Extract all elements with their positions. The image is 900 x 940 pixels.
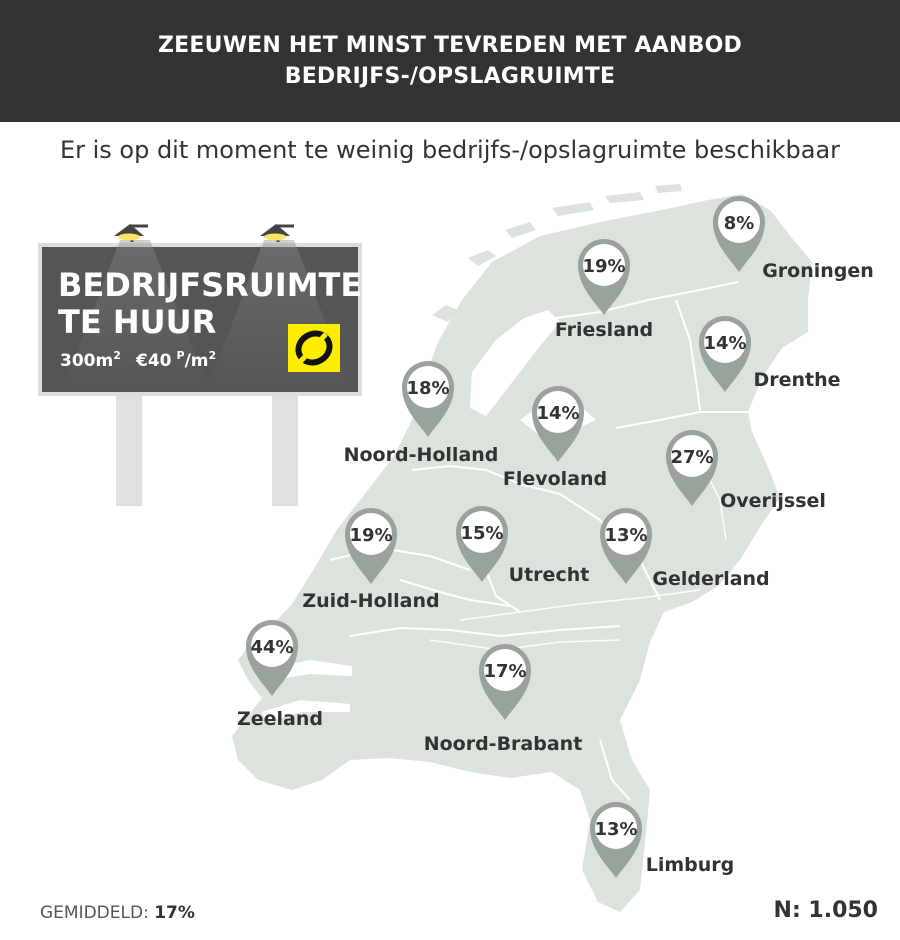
marker-noord-holland: 18% Noord-Holland [344, 360, 499, 466]
marker-zeeland: 44% Zeeland [237, 620, 323, 730]
region-markers: 8% Groningen 19% Friesland 14% Drenthe 18% Noor… [237, 196, 874, 878]
marker-noord-brabant: 17% Noord-Brabant [424, 644, 583, 755]
marker-zuid-holland: 19% Zuid-Holland [302, 508, 440, 612]
value-utrecht: 15% [460, 523, 503, 544]
label-overijssel: Overijssel [720, 490, 826, 512]
billboard-post-left [116, 396, 142, 506]
billboard-area: 300m2 [60, 349, 121, 371]
value-noord-holland: 18% [406, 378, 449, 399]
billboard-line-1: BEDRIJFSRUIMTE [58, 266, 362, 304]
netherlands-map [232, 184, 812, 912]
value-flevoland: 14% [536, 403, 579, 424]
value-overijssel: 27% [670, 447, 713, 468]
label-limburg: Limburg [646, 854, 735, 876]
marker-groningen: 8% Groningen [713, 196, 874, 282]
marker-circle [537, 391, 579, 433]
label-friesland: Friesland [555, 319, 653, 341]
label-gelderland: Gelderland [652, 568, 769, 590]
title-line-1: ZEEUWEN HET MINST TEVREDEN MET AANBOD [158, 33, 742, 58]
value-noord-brabant: 17% [483, 661, 526, 682]
sample-size: N: 1.050 [773, 898, 878, 923]
label-utrecht: Utrecht [509, 564, 590, 586]
label-flevoland: Flevoland [503, 468, 607, 490]
average-value: 17% [154, 903, 195, 923]
marker-circle [704, 321, 746, 363]
title-line-2: BEDRIJFS-/OPSLAGRUIMTE [284, 64, 616, 89]
marker-circle [718, 201, 760, 243]
marker-circle [484, 649, 526, 691]
subtitle: Er is op dit moment te weinig bedrijfs-/… [59, 136, 841, 164]
label-groningen: Groningen [762, 260, 874, 282]
marker-circle [350, 513, 392, 555]
marker-limburg: 13% Limburg [590, 802, 734, 878]
marker-flevoland: 14% Flevoland [503, 386, 607, 490]
marker-drenthe: 14% Drenthe [699, 316, 841, 392]
average-label: GEMIDDELD: 17% [40, 903, 195, 923]
billboard-post-right [272, 396, 298, 506]
marker-circle [605, 513, 647, 555]
value-groningen: 8% [724, 213, 755, 234]
value-friesland: 19% [582, 256, 625, 277]
billboard-price: €40 P/m2 [135, 349, 216, 371]
marker-circle [595, 807, 637, 849]
marker-circle [461, 511, 503, 553]
billboard-line-2: TE HUUR [58, 303, 216, 341]
marker-overijssel: 27% Overijssel [666, 430, 826, 512]
yellow-logo-icon [288, 324, 340, 372]
label-zeeland: Zeeland [237, 708, 323, 730]
marker-circle [583, 244, 625, 286]
billboard: BEDRIJFSRUIMTE TE HUUR 300m2 €40 P/m2 [38, 224, 362, 506]
label-zuid-holland: Zuid-Holland [302, 590, 439, 612]
label-noord-holland: Noord-Holland [344, 444, 499, 466]
marker-friesland: 19% Friesland [555, 239, 653, 341]
header-bar: ZEEUWEN HET MINST TEVREDEN MET AANBOD BE… [0, 0, 900, 122]
value-gelderland: 13% [604, 525, 647, 546]
marker-circle [251, 625, 293, 667]
value-zuid-holland: 19% [349, 525, 392, 546]
value-limburg: 13% [594, 819, 637, 840]
value-zeeland: 44% [250, 637, 293, 658]
lamp-right [260, 224, 294, 242]
marker-gelderland: 13% Gelderland [600, 508, 770, 590]
label-noord-brabant: Noord-Brabant [424, 733, 583, 755]
marker-circle [671, 435, 713, 477]
label-drenthe: Drenthe [753, 369, 840, 391]
lamp-left [114, 224, 148, 242]
marker-utrecht: 15% Utrecht [456, 506, 589, 586]
marker-circle [407, 366, 449, 408]
value-drenthe: 14% [703, 333, 746, 354]
